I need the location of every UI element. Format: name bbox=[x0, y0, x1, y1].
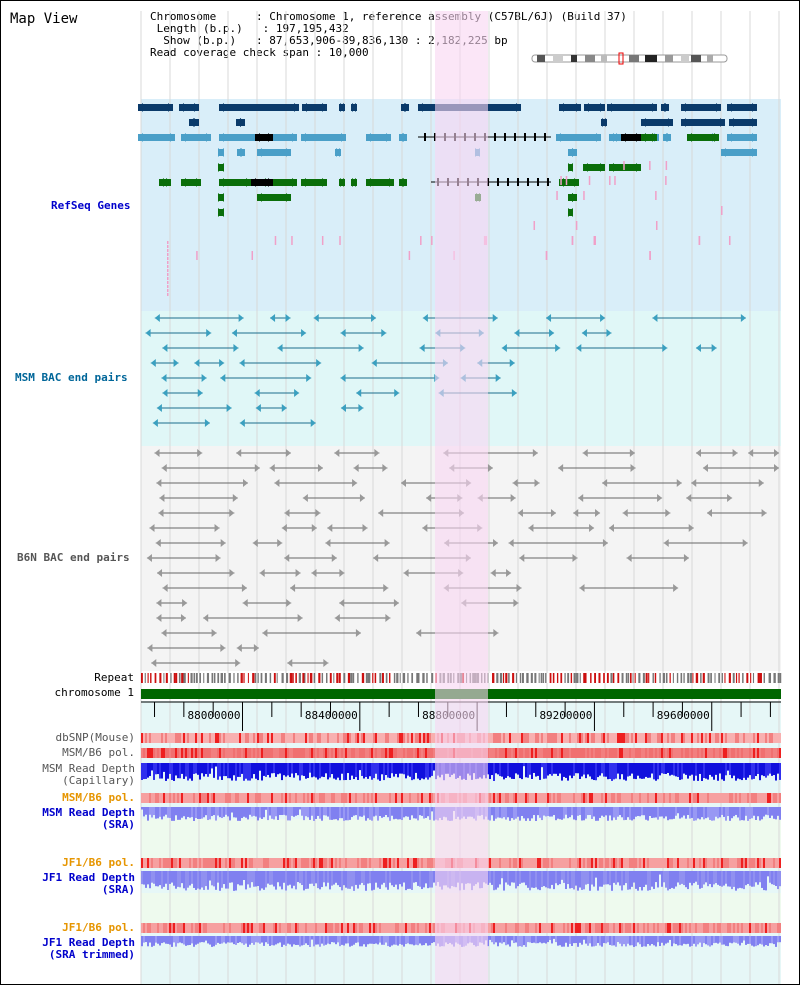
axis-tick-label: 88400000 bbox=[305, 709, 358, 722]
length-value: 197,195,432 bbox=[275, 22, 349, 35]
label-b6n-bac: B6N BAC end pairs bbox=[17, 551, 130, 564]
label-msm-b6-pol-1: MSM/B6 pol. bbox=[62, 746, 135, 759]
selected-region-highlight[interactable] bbox=[435, 11, 488, 984]
chromosome-label: Chromosome bbox=[150, 10, 217, 23]
label-jf1-depth-sra: JF1 Read Depth (SRA) bbox=[42, 871, 135, 896]
label-refseq-genes: RefSeq Genes bbox=[51, 199, 131, 212]
label-repeat: Repeat bbox=[94, 671, 134, 684]
label-msm-depth-sra: MSM Read Depth (SRA) bbox=[42, 806, 135, 831]
label-msm-b6-pol-2: MSM/B6 pol. bbox=[62, 791, 135, 804]
b6n-bac-track[interactable] bbox=[146, 449, 779, 667]
length-label: Length (b.p.) bbox=[156, 22, 243, 35]
polymorphism-depth-tracks bbox=[141, 733, 781, 947]
label-dbsnp: dbSNP(Mouse) bbox=[55, 731, 135, 744]
label-jf1-depth-trimmed: JF1 Read Depth (SRA trimmed) bbox=[42, 936, 135, 961]
view-title: Map View bbox=[10, 11, 78, 27]
label-msm-depth-capillary: MSM Read Depth (Capillary) bbox=[42, 762, 135, 787]
region-info: Chromosome : Chromosome 1, reference ass… bbox=[150, 10, 627, 59]
label-msm-bac: MSM BAC end pairs bbox=[15, 371, 128, 384]
coverage-value: 10,000 bbox=[328, 46, 369, 59]
axis-tick-label: 89200000 bbox=[539, 709, 592, 722]
axis-tick-label: 89600000 bbox=[657, 709, 710, 722]
chromosome-ideogram[interactable] bbox=[531, 52, 728, 65]
label-chromosome: chromosome 1 bbox=[54, 686, 134, 699]
label-jf1-pol-1: JF1/B6 pol. bbox=[62, 856, 135, 869]
label-jf1-pol-2: JF1/B6 pol. bbox=[62, 921, 135, 934]
axis-tick-label: 88000000 bbox=[188, 709, 241, 722]
